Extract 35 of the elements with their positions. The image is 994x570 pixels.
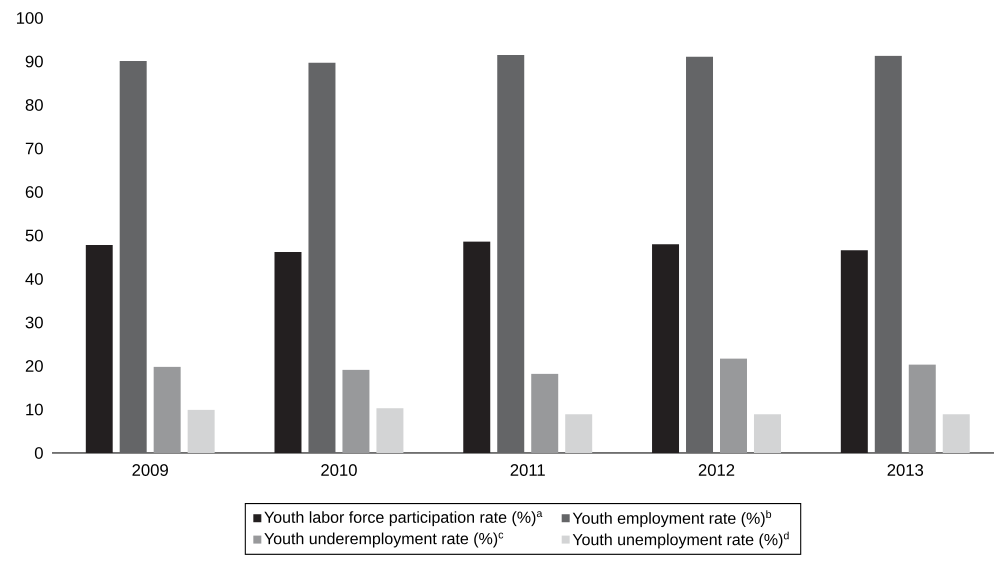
bar (308, 62, 336, 453)
bar (376, 408, 404, 453)
bar (120, 61, 147, 453)
y-tick-label: 70 (26, 142, 43, 154)
legend-label: Youth unemployment rate (%)$^{d}$ (572, 532, 789, 548)
legend-label: Youth employment rate (%)$^{b}$ (572, 510, 772, 528)
x-tick-label: 2009 (132, 464, 168, 476)
y-tick-label: 10 (26, 404, 43, 416)
y-tick-label: 20 (26, 360, 43, 372)
y-tick-label: 80 (26, 99, 43, 111)
y-tick-label: 90 (26, 56, 43, 68)
x-tick-label: 2012 (698, 464, 734, 476)
bar (874, 56, 902, 453)
legend-label: Youth underemployment rate (%)$^{c}$ (264, 532, 504, 548)
bar (497, 54, 524, 453)
bar (565, 414, 592, 453)
y-tick-label: 50 (26, 230, 43, 242)
x-tick-label: 2011 (510, 464, 545, 476)
bar (154, 366, 181, 453)
y-tick-label: 40 (25, 273, 43, 285)
bar (686, 56, 714, 453)
y-tick-label: 30 (26, 316, 43, 328)
y-tick-label: 0 (34, 447, 43, 459)
bar (531, 374, 558, 453)
bar (342, 370, 370, 453)
y-tick-label: 60 (26, 186, 43, 198)
bar (720, 358, 747, 453)
bar (188, 410, 215, 453)
legend-label: Youth labor force participation rate (%)$^{a}$ (264, 511, 542, 526)
y-tick-label: 100 (16, 12, 43, 24)
x-tick-label: 2013 (888, 464, 924, 476)
bar (908, 364, 936, 453)
bar (754, 414, 781, 453)
x-tick-label: 2010 (321, 464, 357, 476)
bar (942, 414, 970, 453)
